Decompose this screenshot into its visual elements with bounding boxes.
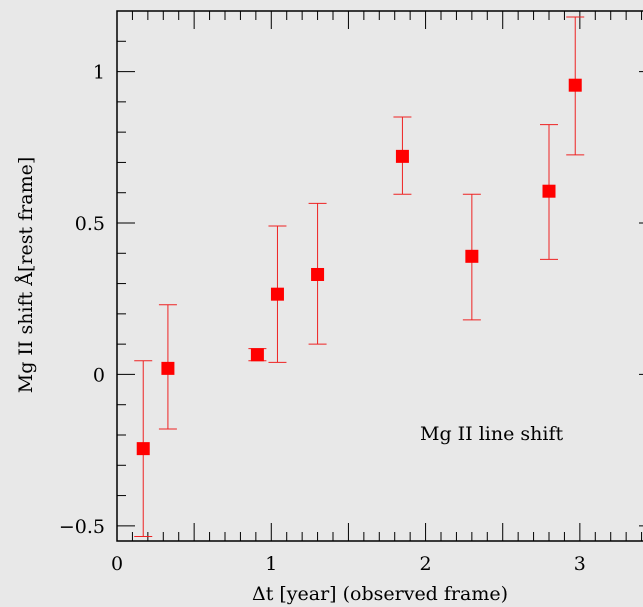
y-tick-label: −0.5 xyxy=(59,516,105,538)
y-tick-label: 1 xyxy=(93,62,105,84)
square-marker xyxy=(250,348,264,362)
square-marker xyxy=(311,267,325,281)
data-point xyxy=(308,202,327,345)
x-tick-label: 3 xyxy=(574,553,586,575)
x-tick-label: 0 xyxy=(111,553,123,575)
x-axis-label: Δt [year] (observed frame) xyxy=(252,583,508,605)
data-point xyxy=(268,225,287,363)
data-point xyxy=(540,124,558,260)
data-point xyxy=(566,16,585,156)
square-marker xyxy=(136,442,150,456)
square-marker xyxy=(542,184,556,198)
square-marker xyxy=(465,249,479,263)
square-marker xyxy=(568,78,582,92)
y-axis-label: Mg II shift Å[rest frame] xyxy=(15,157,37,393)
y-tick-label: 0 xyxy=(93,364,105,386)
x-tick-label: 2 xyxy=(420,553,432,575)
y-tick-label: 0.5 xyxy=(75,213,105,235)
data-point xyxy=(248,348,267,362)
x-tick-label: 1 xyxy=(265,553,277,575)
annotation-label: Mg II line shift xyxy=(420,423,563,445)
data-point xyxy=(158,304,177,430)
tick-labels: 0 1 2 3 −0.5 0 0.5 1 xyxy=(59,62,586,575)
square-marker xyxy=(161,361,175,375)
data-point xyxy=(134,360,153,537)
data-point xyxy=(393,116,412,195)
data-points xyxy=(134,16,585,537)
square-marker xyxy=(270,287,284,301)
axis-ticks xyxy=(116,10,643,541)
square-marker xyxy=(395,149,409,163)
data-point xyxy=(462,193,481,321)
plot-frame xyxy=(116,10,643,542)
